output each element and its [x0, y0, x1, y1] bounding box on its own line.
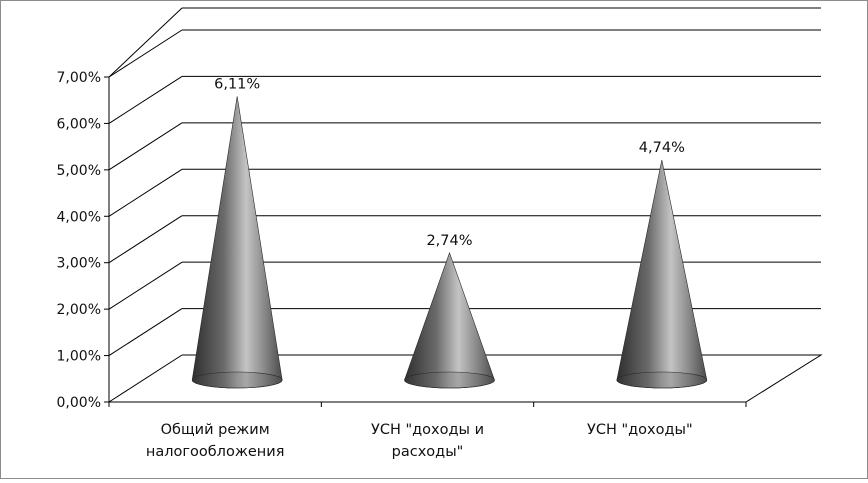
gridline-side: [108, 354, 183, 403]
y-tick-label: 7,00%: [57, 70, 101, 86]
gridline-side: [108, 168, 183, 217]
gridline-side: [108, 215, 183, 264]
data-label: 4,74%: [639, 140, 685, 156]
floor-outline: [109, 354, 823, 403]
label-layer: 0,00% 1,00% 2,00% 3,00% 4,00% 5,00% 6,00% 7,00%…: [57, 70, 693, 460]
cone-layer: [191, 96, 708, 389]
y-tick-label: 5,00%: [57, 163, 101, 179]
gridline-side: [108, 308, 183, 356]
data-label: 6,11%: [214, 76, 260, 92]
gridline-side: [108, 76, 183, 124]
category-label: УСН "доходы и: [371, 422, 484, 438]
y-tick-label: 0,00%: [57, 395, 101, 411]
cone-base: [191, 371, 283, 389]
y-tick-label: 6,00%: [57, 116, 101, 132]
y-tick-label: 3,00%: [57, 256, 101, 272]
data-label: 2,74%: [426, 233, 472, 249]
cone-base: [404, 371, 495, 389]
cone-body: [191, 96, 283, 389]
category-label: УСН "доходы": [587, 422, 693, 438]
category-label: налогообложения: [146, 444, 285, 460]
gridline-side: [108, 29, 183, 78]
gridline-side: [108, 261, 183, 310]
wall-side-top-edge: [108, 7, 183, 78]
cone-bar: [191, 96, 283, 389]
cone-body: [616, 159, 708, 389]
gridline-side: [108, 122, 183, 171]
axis-layer: [104, 76, 823, 407]
category-label: Общий режим: [161, 422, 270, 438]
y-tick-label: 4,00%: [57, 209, 101, 225]
cone-bar: [616, 159, 708, 389]
cone-bar: [404, 251, 495, 389]
y-tick-label: 2,00%: [57, 302, 101, 318]
cone-base: [616, 371, 708, 389]
cone-body: [404, 251, 495, 389]
grid-layer: [108, 7, 821, 403]
category-label: расходы": [392, 444, 464, 460]
y-tick-label: 1,00%: [57, 349, 101, 365]
